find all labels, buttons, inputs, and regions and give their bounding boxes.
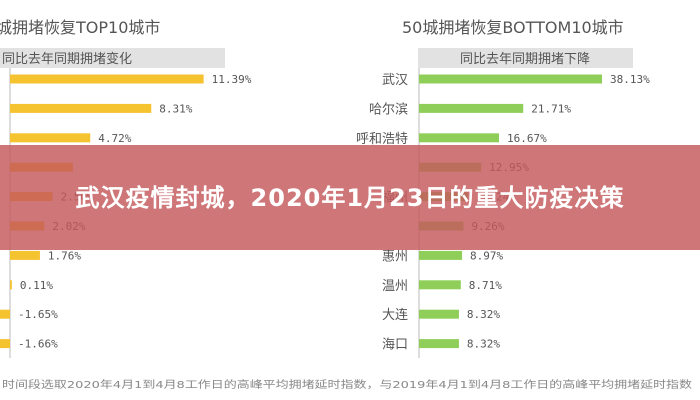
bottom10-category-label: 惠州	[382, 249, 408, 264]
top10-chart-subtitle: 同比去年同期拥堵变化	[2, 51, 132, 67]
top10-bar	[10, 280, 12, 290]
top10-bar	[0, 339, 10, 349]
bottom10-value-label: 8.97%	[470, 249, 503, 262]
bottom10-bar	[419, 74, 603, 84]
headline-banner: 武汉疫情封城，2020年1月23日的重大防疫决策	[0, 145, 700, 250]
headline-text: 武汉疫情封城，2020年1月23日的重大防疫决策	[75, 183, 625, 212]
bottom10-subtitle-bg	[418, 48, 633, 68]
top10-subtitle-bg	[0, 48, 225, 68]
bottom10-bar	[419, 133, 500, 143]
top10-value-label: 8.31%	[159, 102, 192, 115]
top10-bar	[0, 309, 10, 319]
top10-value-label: 4.72%	[98, 132, 131, 145]
top10-value-label: 0.11%	[20, 279, 53, 292]
bottom10-category-label: 呼和浩特	[356, 132, 408, 147]
bottom10-chart: 50城拥堵恢复BOTTOM10城市 同比去年同期拥堵下降 38.13% 武汉 21.…	[356, 18, 650, 358]
bottom10-category-label: 温州	[382, 279, 408, 294]
bottom10-value-label: 8.32%	[467, 308, 500, 321]
bottom10-value-label: 21.71%	[531, 102, 571, 115]
bottom10-category-label: 哈尔滨	[369, 101, 408, 117]
bottom10-value-label: 8.71%	[469, 279, 502, 292]
bottom10-bar	[419, 339, 459, 349]
top10-value-label: -1.65%	[18, 308, 58, 321]
top10-value-label: 11.39%	[212, 73, 252, 86]
bottom10-category-label: 海口	[382, 338, 408, 353]
bottom10-chart-title: 50城拥堵恢复BOTTOM10城市	[402, 18, 624, 37]
top10-bar	[10, 103, 152, 113]
bottom10-category-label: 武汉	[382, 73, 408, 88]
chart-footnote: 时间段选取2020年4月1到4月8工作日的高峰平均拥堵延时指数，与2019年4月…	[2, 378, 692, 391]
bottom10-category-label: 大连	[382, 307, 408, 323]
bottom10-bar	[419, 309, 459, 319]
bottom10-value-label: 16.67%	[507, 132, 547, 145]
bottom10-bar	[419, 103, 524, 113]
bottom10-value-label: 8.32%	[467, 338, 500, 351]
top10-value-label: -1.66%	[18, 338, 58, 351]
bottom10-bar	[419, 250, 463, 260]
top10-chart-title: 城拥堵恢复TOP10城市	[0, 18, 160, 37]
bottom10-bar	[419, 280, 461, 290]
top10-bar	[10, 133, 91, 143]
top10-bar	[10, 250, 40, 260]
bottom10-value-label: 38.13%	[610, 73, 650, 86]
top10-bar	[10, 74, 204, 84]
top10-value-label: 1.76%	[48, 249, 81, 262]
bottom10-chart-subtitle: 同比去年同期拥堵下降	[460, 52, 590, 67]
